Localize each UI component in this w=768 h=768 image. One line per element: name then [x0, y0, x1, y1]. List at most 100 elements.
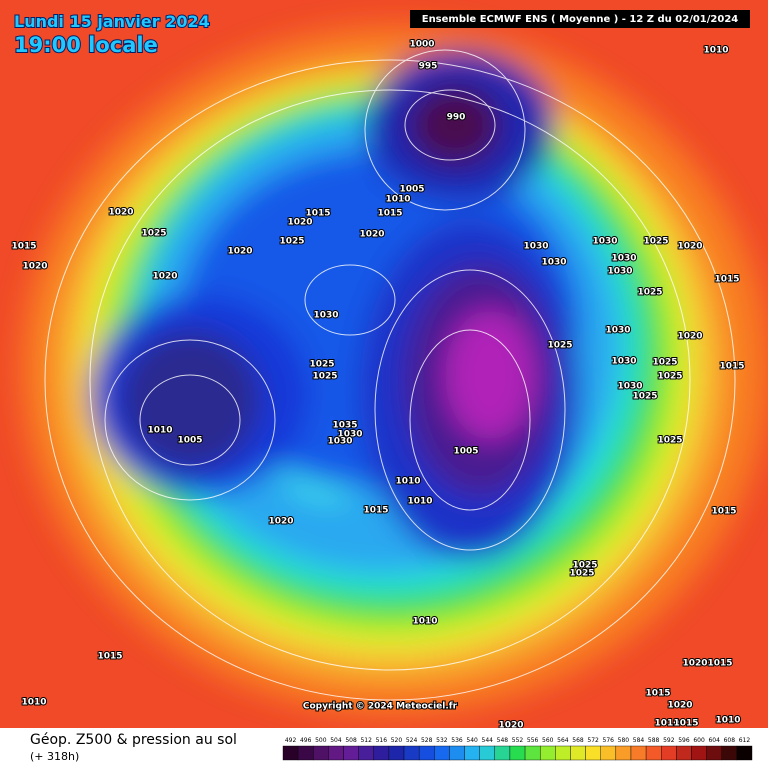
- isobar-label: 995: [419, 62, 438, 72]
- isobar-label: 1015: [377, 209, 402, 219]
- isobar-label: 1030: [541, 258, 566, 268]
- scale-label: 576: [603, 737, 615, 744]
- scale-swatch: [358, 745, 374, 761]
- scale-swatch: [615, 745, 632, 761]
- isobar-label: 1010: [21, 698, 46, 708]
- scale-label: 516: [376, 737, 388, 744]
- isobar-label: 1030: [607, 267, 632, 277]
- isobar-label: 1015: [363, 506, 388, 516]
- scale-swatch: [313, 745, 329, 761]
- isobar-label: 1030: [617, 382, 642, 392]
- isobar-label: 1010: [395, 477, 420, 487]
- scale-swatch: [524, 745, 541, 761]
- scale-swatch: [343, 745, 359, 761]
- scale-label: 492: [285, 737, 297, 744]
- isobar-label: 1005: [453, 447, 478, 457]
- scale-label: 592: [663, 737, 675, 744]
- scale-label: 500: [315, 737, 327, 744]
- scale-swatch: [676, 745, 692, 761]
- scale-swatch: [509, 745, 526, 761]
- geopotential-field: [0, 0, 768, 728]
- scale-label: 496: [300, 737, 312, 744]
- color-scale: 492 496 500 504 508 512 516 520 524 528 532 536 540 5…: [282, 737, 753, 761]
- isobar-label: 1020: [108, 208, 133, 218]
- scale-swatch: [494, 745, 511, 761]
- isobars: [44, 49, 736, 701]
- scale-label: 532: [436, 737, 448, 744]
- scale-swatch: [539, 745, 556, 761]
- isobar-label: 1020: [227, 247, 252, 257]
- scale-label: 536: [451, 737, 463, 744]
- isobar-label: 1020: [287, 218, 312, 228]
- scale-swatch: [434, 745, 450, 761]
- isobar-label: 1025: [657, 372, 682, 382]
- isobar-label: 1020: [682, 659, 707, 669]
- isobar-label: 1020: [22, 262, 47, 272]
- scale-swatch: [585, 745, 601, 761]
- scale-swatch: [403, 745, 420, 761]
- scale-label: 596: [678, 737, 690, 744]
- isobar-label: 1015: [719, 362, 744, 372]
- isobar-labels: 1000995990101010051010101510151020102010…: [10, 39, 745, 732]
- isobar-label: 1015: [673, 719, 698, 729]
- isobar-label: 990: [447, 113, 466, 123]
- copyright: Copyright © 2024 Meteociel.fr: [303, 702, 458, 712]
- isobar-label: 1030: [592, 237, 617, 247]
- isobar-label: 1025: [572, 561, 597, 571]
- isobar-label: 1015: [711, 507, 736, 517]
- isobar-label: 1025: [309, 360, 334, 370]
- scale-swatch: [691, 745, 707, 761]
- footer-lead: (+ 318h): [30, 750, 79, 763]
- scale-label: 508: [345, 737, 357, 744]
- scale-swatch: [479, 745, 496, 761]
- scale-swatch: [373, 745, 390, 761]
- isobar-label: 1025: [279, 237, 304, 247]
- scale-swatch: [555, 745, 571, 761]
- isobar-label: 1030: [605, 326, 630, 336]
- scale-label: 588: [648, 737, 660, 744]
- isobar-label: 1025: [652, 358, 677, 368]
- scale-swatch: [449, 745, 465, 761]
- scale-label: 520: [391, 737, 403, 744]
- isobar-label: 1025: [643, 237, 668, 247]
- isobar-label: 1010: [412, 617, 437, 627]
- scale-label: 600: [693, 737, 705, 744]
- isobar-label: 1015: [11, 242, 36, 252]
- isobar-label: 1025: [637, 288, 662, 298]
- isobar-label: 1010: [715, 716, 740, 726]
- scale-label: 564: [557, 737, 569, 744]
- isobar-label: 1025: [569, 569, 594, 579]
- scale-label: 568: [572, 737, 584, 744]
- isobar-label: 1015: [714, 275, 739, 285]
- scale-swatch: [418, 745, 435, 761]
- isobar-label: 1000: [409, 40, 434, 50]
- scale-label: 524: [406, 737, 418, 744]
- isobar-label: 1020: [268, 517, 293, 527]
- scale-label: 604: [708, 737, 720, 744]
- isobar-label: 1020: [152, 272, 177, 282]
- model-info: Ensemble ECMWF ENS ( Moyenne ) - 12 Z du…: [422, 14, 739, 25]
- scale-label: 608: [724, 737, 736, 744]
- scale-swatch: [464, 745, 480, 761]
- isobar-label: 1030: [327, 437, 352, 447]
- scale-swatch: [630, 745, 647, 761]
- isobar-label: 1010: [385, 195, 410, 205]
- scale-label: 552: [512, 737, 524, 744]
- isobar-label: 1025: [632, 392, 657, 402]
- scale-swatch: [706, 745, 722, 761]
- scale-swatch: [721, 745, 738, 761]
- map-date: Lundi 15 janvier 2024: [14, 12, 210, 31]
- isobar-label: 1035: [332, 421, 357, 431]
- scale-swatch: [570, 745, 586, 761]
- isobar-label: 1015: [305, 209, 330, 219]
- isobar-label: 1030: [611, 357, 636, 367]
- scale-swatch: [600, 745, 617, 761]
- isobar-label: 1030: [523, 242, 548, 252]
- scale-swatch: [297, 745, 314, 761]
- isobar-label: 1020: [359, 230, 384, 240]
- isobar-label: 1030: [337, 430, 362, 440]
- scale-swatch: [736, 745, 753, 761]
- scale-label: 548: [497, 737, 509, 744]
